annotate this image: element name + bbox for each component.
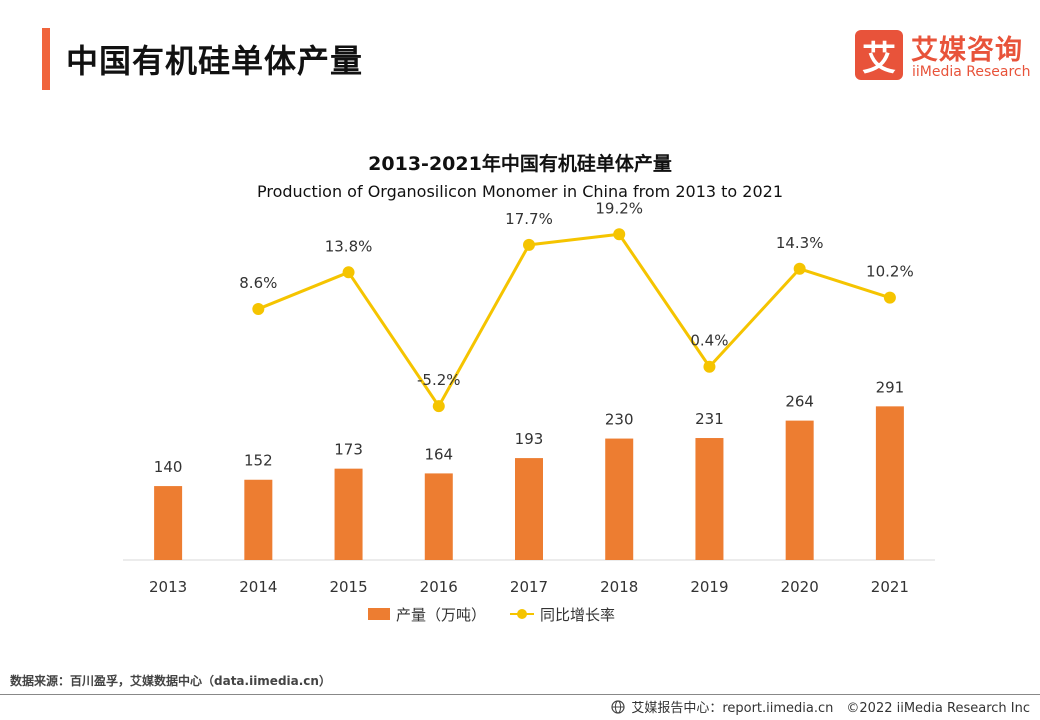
growth-point-2019 xyxy=(703,360,716,373)
bar-2017 xyxy=(515,458,543,560)
globe-icon xyxy=(611,699,625,714)
growth-point-2021 xyxy=(883,291,896,304)
bar-2019 xyxy=(695,438,724,560)
growth-point-2016 xyxy=(432,400,445,413)
growth-point-2014 xyxy=(252,302,265,315)
page-title: 中国有机硅单体产量 xyxy=(66,42,364,80)
logo-text-en: iiMedia Research xyxy=(912,64,1031,80)
legend-line-label: 同比增长率 xyxy=(540,605,616,624)
x-tick-2020: 2020 xyxy=(781,578,819,596)
x-tick-2017: 2017 xyxy=(510,578,548,596)
bar-label-2018: 230 xyxy=(605,411,634,429)
growth-label-2016: -5.2% xyxy=(417,371,461,389)
x-tick-2021: 2021 xyxy=(871,578,909,596)
bar-label-2016: 164 xyxy=(424,445,453,463)
chart-legend: 产量（万吨） 同比增长率 xyxy=(368,603,615,625)
logo-text-cn: 艾媒咨询 xyxy=(911,35,1023,66)
growth-label-2015: 13.8% xyxy=(325,237,373,255)
footer-divider xyxy=(0,694,1040,695)
growth-label-2017: 17.7% xyxy=(505,210,553,228)
x-tick-2016: 2016 xyxy=(420,578,458,596)
footer: 艾媒报告中心：report.iimedia.cn ©2022 iiMedia R… xyxy=(611,697,1030,716)
growth-point-2015 xyxy=(342,266,355,279)
x-tick-2015: 2015 xyxy=(329,578,367,596)
x-tick-2014: 2014 xyxy=(239,578,277,596)
growth-point-2018 xyxy=(613,228,626,241)
bar-2016 xyxy=(424,473,453,560)
bar-label-2013: 140 xyxy=(154,458,183,476)
bar-2015 xyxy=(334,468,363,560)
bar-label-2017: 193 xyxy=(515,430,544,448)
bar-label-2021: 291 xyxy=(876,378,905,396)
legend-bar-swatch xyxy=(368,608,390,620)
bar-2014 xyxy=(244,479,273,560)
growth-label-2014: 8.6% xyxy=(239,274,277,292)
x-tick-2013: 2013 xyxy=(149,578,187,596)
bar-label-2014: 152 xyxy=(244,452,273,470)
bar-2020 xyxy=(785,420,814,560)
growth-label-2019: 0.4% xyxy=(690,332,728,350)
growth-label-2018: 19.2% xyxy=(595,199,643,217)
legend-line-swatch xyxy=(510,608,535,620)
x-tick-2019: 2019 xyxy=(690,578,728,596)
growth-point-2020 xyxy=(793,262,806,275)
brand-logo: 艾 艾媒咨询 iiMedia Research xyxy=(855,30,1031,86)
x-tick-2018: 2018 xyxy=(600,578,638,596)
growth-label-2021: 10.2% xyxy=(866,263,914,281)
bar-label-2020: 264 xyxy=(785,393,814,411)
bar-label-2019: 231 xyxy=(695,410,724,428)
chart-title: 2013-2021年中国有机硅单体产量 xyxy=(368,153,672,175)
bar-2013 xyxy=(154,486,183,560)
growth-line xyxy=(257,232,891,408)
bar-label-2015: 173 xyxy=(334,441,363,459)
bar-2021 xyxy=(875,406,904,560)
growth-point-2017 xyxy=(523,238,535,251)
growth-label-2020: 14.3% xyxy=(776,234,824,252)
logo-mark: 艾 xyxy=(855,30,903,80)
data-source: 数据来源：百川盈孚，艾媒数据中心（data.iimedia.cn） xyxy=(10,674,331,688)
chart-subtitle: Production of Organosilicon Monomer in C… xyxy=(256,182,784,201)
legend-bar-label: 产量（万吨） xyxy=(396,605,487,624)
footer-text: 艾媒报告中心：report.iimedia.cn ©2022 iiMedia R… xyxy=(631,701,1030,716)
title-accent-bar xyxy=(42,28,50,90)
bar-2018 xyxy=(605,438,634,560)
